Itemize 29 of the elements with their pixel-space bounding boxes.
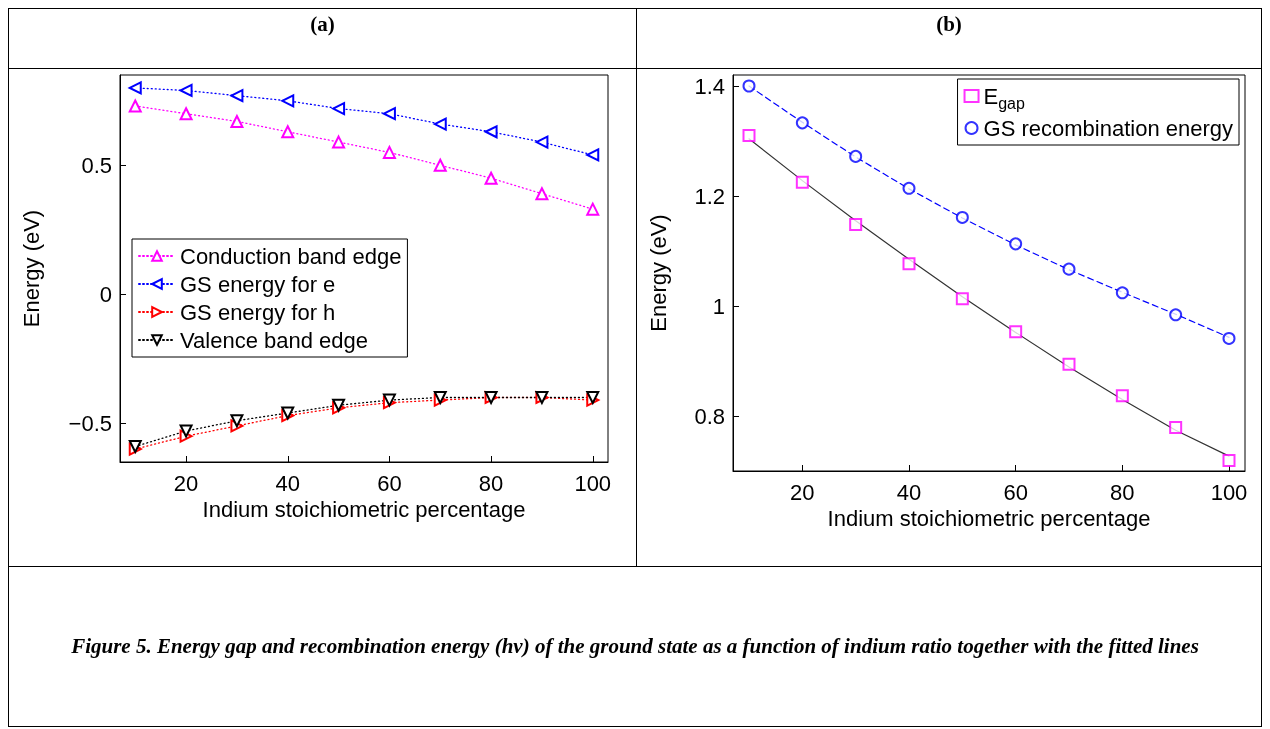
x-tick-label: 20	[790, 479, 815, 505]
y-tick-label: 0.8	[694, 403, 725, 429]
y-tick-label: 0	[99, 281, 112, 307]
legend-label: GS energy for h	[180, 299, 336, 325]
y-tick-label: −0.5	[68, 410, 112, 436]
x-tick-label: 20	[173, 470, 199, 496]
x-tick-label: 100	[1210, 479, 1248, 505]
chart-title: (b)	[637, 9, 1261, 69]
caption: Figure 5. Energy gap and recombination energy (hν) of the ground state as a function of indium ratio together with the fitted lines	[9, 566, 1261, 726]
legend-label: GS energy for e	[180, 271, 336, 297]
x-axis-title: Indium stoichiometric percentage	[827, 506, 1151, 532]
y-tick-label: 1.2	[694, 183, 725, 209]
y-tick-label: 0.5	[81, 152, 112, 178]
x-axis-title: Indium stoichiometric percentage	[202, 497, 526, 523]
x-tick-label: 100	[574, 470, 612, 496]
y-axis-title: Energy (eV)	[645, 214, 671, 332]
x-tick-label: 80	[1110, 479, 1135, 505]
x-tick-label: 40	[275, 470, 300, 496]
x-tick-label: 40	[896, 479, 922, 505]
y-tick-label: 1.4	[694, 73, 725, 99]
y-tick-label: 1	[712, 293, 725, 319]
x-tick-label: 80	[478, 470, 504, 496]
legend-label: Valence band edge	[180, 327, 368, 353]
y-axis-title: Energy (eV)	[18, 209, 44, 328]
chart-title: (a)	[9, 9, 636, 69]
legend-label: GS recombination energy	[983, 115, 1233, 141]
x-tick-label: 60	[1003, 479, 1028, 505]
legend-label: Conduction band edge	[180, 243, 402, 269]
x-tick-label: 60	[377, 470, 402, 496]
